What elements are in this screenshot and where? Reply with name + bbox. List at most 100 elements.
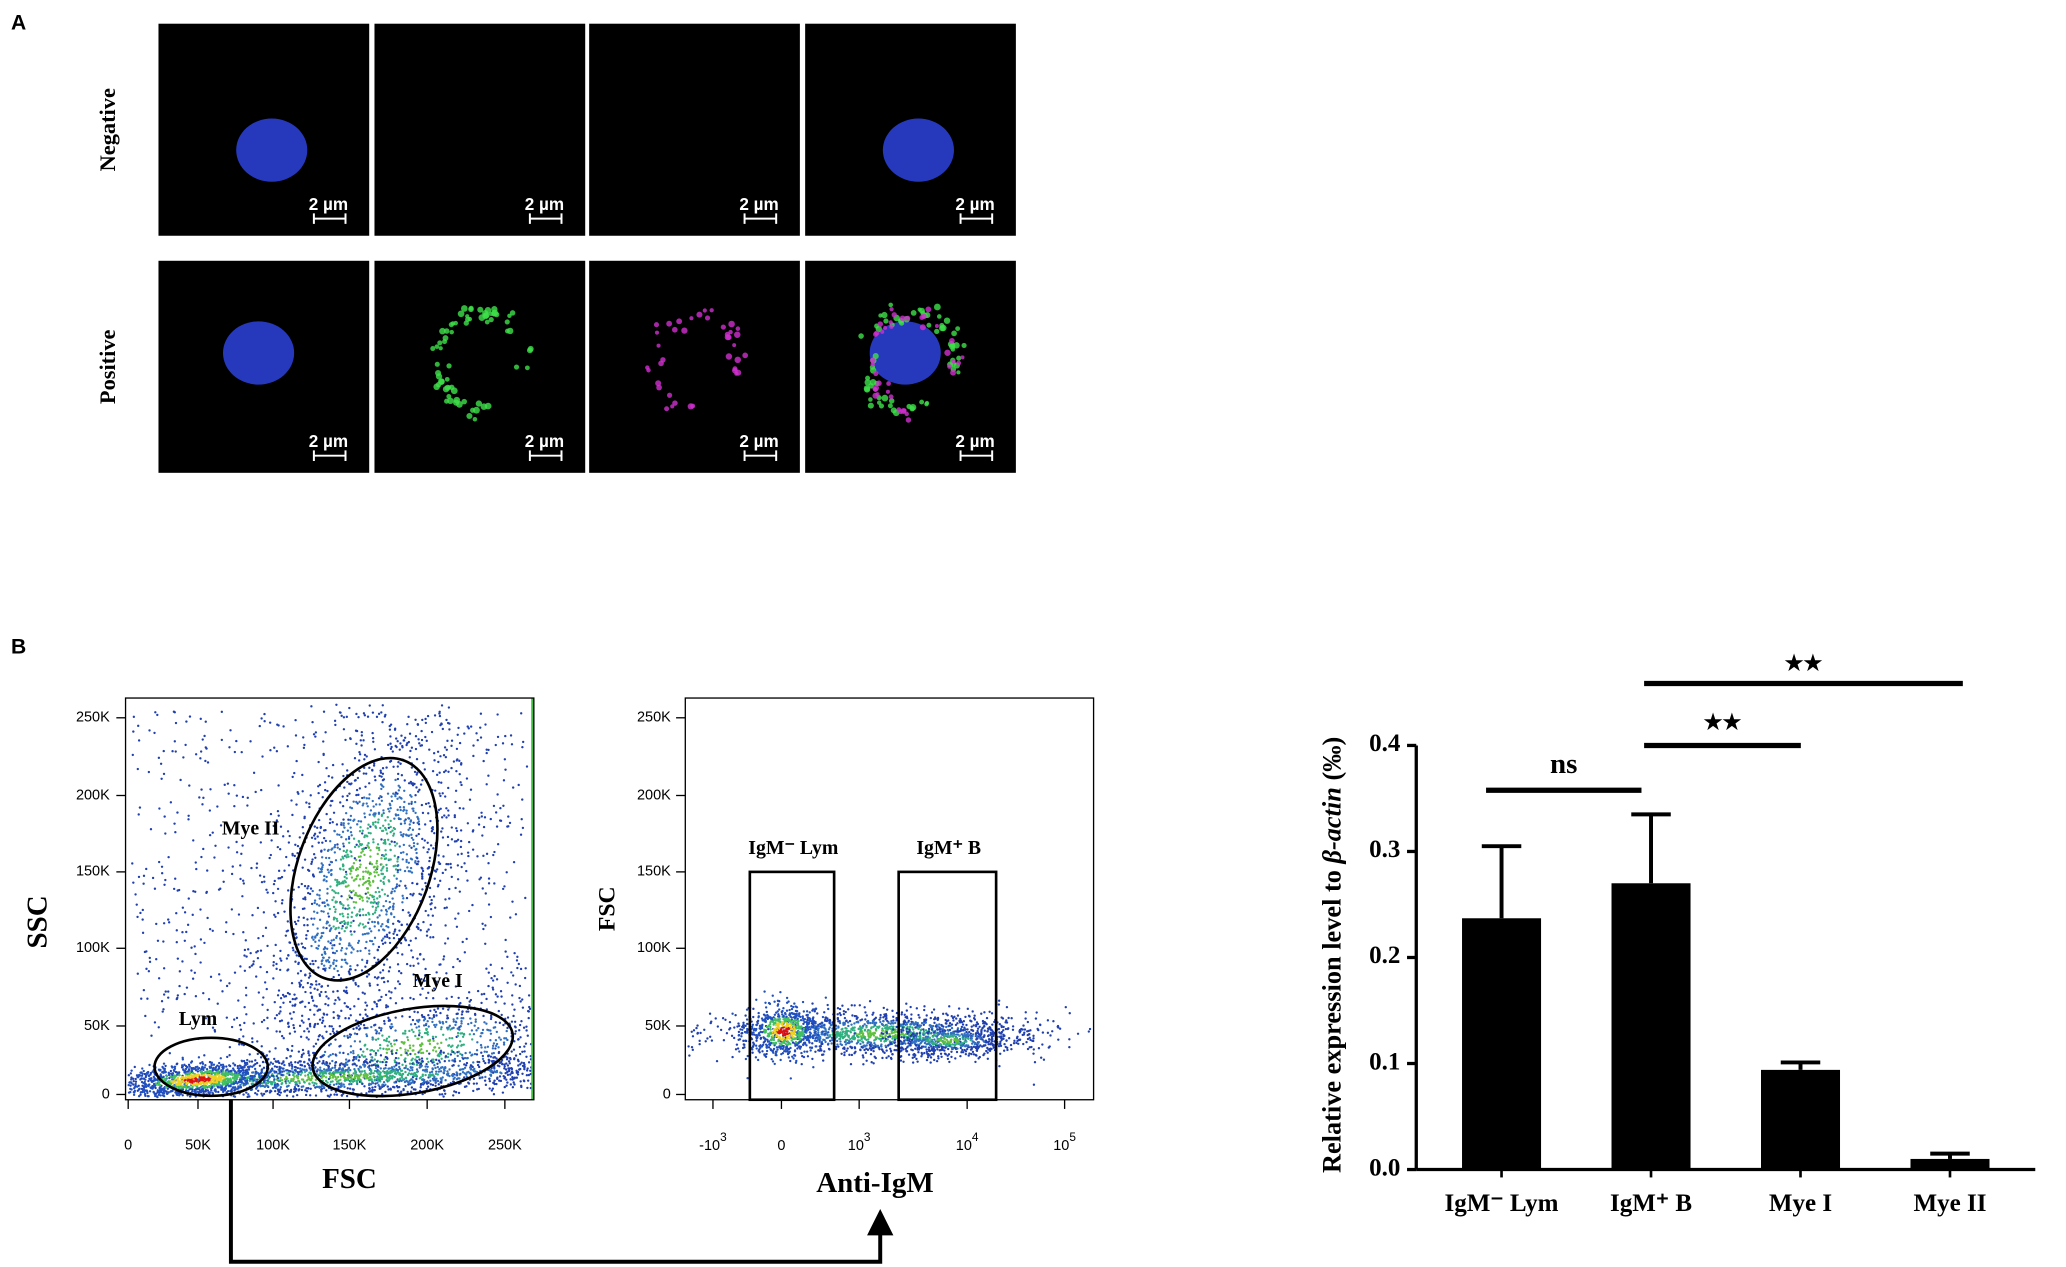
event bbox=[526, 1079, 530, 1082]
igm-spot bbox=[936, 314, 942, 319]
event bbox=[484, 1061, 487, 1065]
event bbox=[339, 858, 343, 861]
event bbox=[342, 849, 345, 853]
event bbox=[445, 1038, 448, 1041]
event bbox=[371, 711, 375, 714]
event bbox=[315, 826, 319, 829]
event bbox=[425, 1057, 429, 1060]
event bbox=[364, 785, 367, 788]
event bbox=[407, 802, 411, 805]
event bbox=[416, 817, 420, 820]
event bbox=[314, 731, 318, 734]
event bbox=[355, 800, 358, 804]
event bbox=[328, 907, 332, 911]
igm-spot bbox=[472, 417, 478, 422]
event bbox=[244, 986, 248, 989]
event bbox=[311, 858, 314, 861]
event bbox=[484, 924, 487, 927]
event bbox=[292, 1026, 296, 1030]
event bbox=[444, 1055, 448, 1058]
c3ar-spot bbox=[883, 325, 888, 330]
event bbox=[324, 731, 327, 734]
event bbox=[388, 802, 391, 805]
event bbox=[504, 768, 507, 771]
event bbox=[521, 798, 524, 801]
event bbox=[335, 959, 338, 962]
igm-spot bbox=[442, 385, 450, 393]
event bbox=[417, 820, 421, 823]
event bbox=[469, 1064, 473, 1067]
event bbox=[392, 932, 395, 935]
event bbox=[390, 1066, 394, 1069]
event bbox=[294, 932, 298, 935]
event bbox=[357, 1054, 360, 1057]
event bbox=[422, 846, 425, 849]
event bbox=[296, 1077, 300, 1080]
event bbox=[490, 976, 493, 980]
igm-spot bbox=[888, 398, 895, 404]
event bbox=[377, 811, 381, 814]
event bbox=[458, 1073, 462, 1076]
event bbox=[332, 962, 335, 966]
event bbox=[350, 1075, 353, 1078]
event bbox=[387, 879, 390, 882]
event bbox=[255, 975, 258, 978]
event bbox=[445, 1026, 449, 1030]
event bbox=[452, 965, 455, 969]
event bbox=[366, 1047, 369, 1051]
event bbox=[369, 832, 372, 835]
event bbox=[408, 1029, 411, 1033]
c3ar-spot bbox=[735, 326, 741, 331]
igm-spot bbox=[933, 303, 941, 311]
event bbox=[365, 932, 369, 935]
event bbox=[444, 924, 447, 927]
event bbox=[321, 1072, 325, 1076]
igm-spot bbox=[467, 316, 473, 322]
event bbox=[352, 900, 355, 904]
event bbox=[129, 1072, 133, 1075]
event bbox=[303, 946, 307, 950]
event bbox=[442, 855, 445, 858]
event bbox=[179, 778, 182, 782]
event bbox=[495, 1030, 499, 1034]
event bbox=[349, 783, 352, 786]
event bbox=[264, 1090, 268, 1093]
event bbox=[382, 882, 386, 886]
event bbox=[517, 1059, 520, 1063]
event bbox=[326, 912, 330, 915]
event bbox=[415, 786, 418, 789]
event bbox=[303, 1030, 306, 1033]
event bbox=[387, 907, 391, 910]
event bbox=[348, 792, 351, 795]
event bbox=[235, 851, 239, 854]
event bbox=[378, 1026, 381, 1030]
event bbox=[491, 988, 495, 991]
event bbox=[389, 848, 392, 852]
event bbox=[369, 809, 373, 812]
event bbox=[368, 1060, 372, 1064]
c3ar-spot bbox=[689, 316, 694, 321]
event bbox=[253, 1074, 256, 1078]
event bbox=[433, 1077, 436, 1080]
event bbox=[515, 1071, 519, 1074]
igm-spot bbox=[926, 322, 932, 328]
event bbox=[433, 877, 436, 880]
event bbox=[352, 889, 355, 893]
event bbox=[283, 995, 286, 998]
event bbox=[361, 804, 364, 807]
event bbox=[512, 1014, 515, 1018]
event bbox=[311, 935, 314, 939]
event bbox=[323, 904, 327, 908]
event bbox=[408, 823, 411, 826]
event bbox=[363, 992, 366, 995]
event bbox=[300, 882, 303, 886]
event bbox=[465, 777, 469, 780]
event bbox=[447, 809, 450, 812]
event bbox=[524, 1042, 528, 1045]
event bbox=[468, 1000, 471, 1003]
event bbox=[434, 789, 437, 792]
event bbox=[483, 1079, 487, 1082]
event bbox=[409, 866, 413, 870]
event bbox=[141, 931, 145, 935]
event bbox=[353, 930, 356, 933]
